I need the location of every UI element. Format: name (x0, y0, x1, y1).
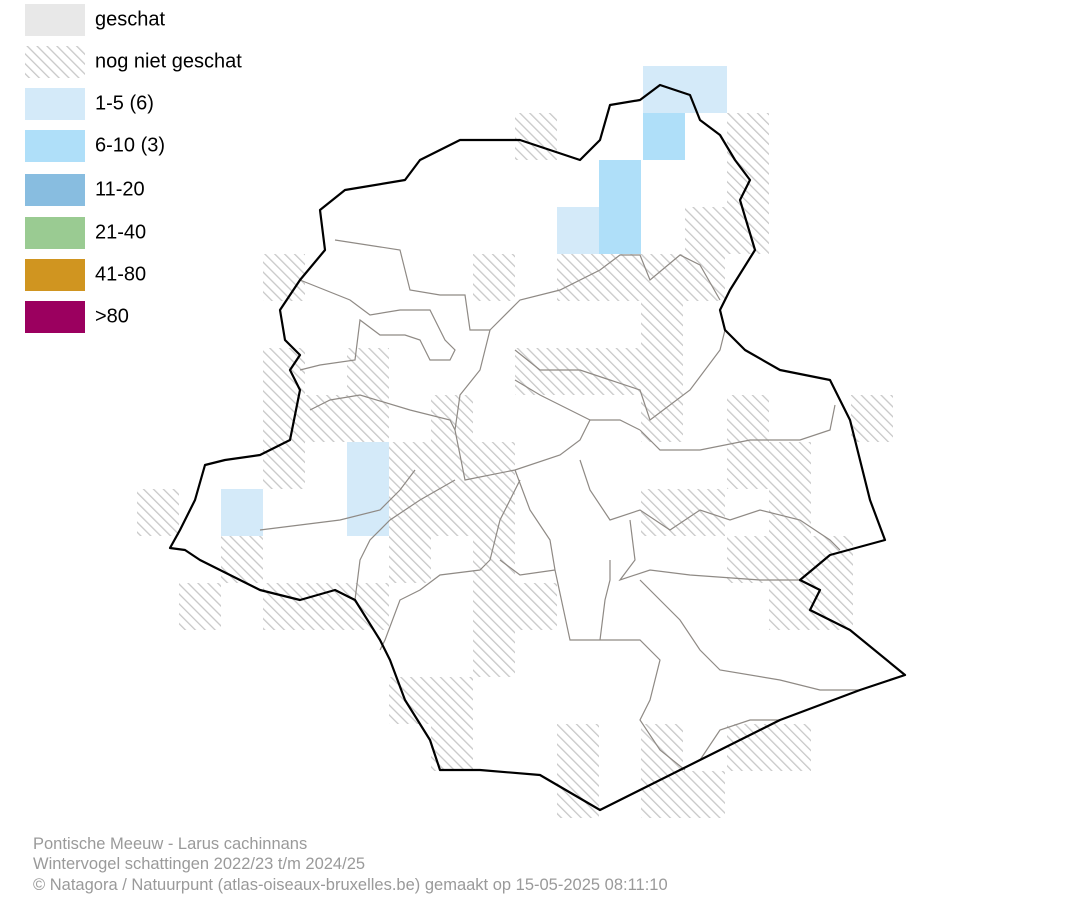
legend-swatch (25, 4, 85, 36)
unsurveyed-cell (557, 724, 599, 771)
cell-6-10 (643, 113, 685, 160)
footer-line: Wintervogel schattingen 2022/23 t/m 2024… (33, 855, 365, 873)
legend-label: 41-80 (95, 263, 146, 285)
cell-1-5 (643, 66, 685, 113)
legend-swatch (25, 259, 85, 291)
unsurveyed-cell (851, 395, 893, 442)
unsurveyed-cell (389, 442, 431, 489)
unsurveyed-cell (599, 254, 641, 301)
unsurveyed-cell (515, 113, 557, 160)
legend-swatch (25, 88, 85, 120)
unsurveyed-cell (473, 489, 515, 536)
unsurveyed-cell (727, 113, 769, 160)
unsurveyed-cell (599, 348, 641, 395)
unsurveyed-cell (431, 677, 473, 724)
unsurveyed-cell (641, 395, 683, 442)
legend-label: nog niet geschat (95, 50, 242, 72)
unsurveyed-cell (641, 254, 683, 301)
unsurveyed-cell (727, 207, 769, 254)
unsurveyed-cell (389, 536, 431, 583)
unsurveyed-cell (347, 583, 389, 630)
unsurveyed-cell (727, 395, 769, 442)
footer-line: Pontische Meeuw - Larus cachinnans (33, 835, 307, 853)
unsurveyed-cell (473, 254, 515, 301)
unsurveyed-cell (683, 771, 725, 818)
unsurveyed-cell (811, 583, 853, 630)
legend-label: 21-40 (95, 221, 146, 243)
unsurveyed-cell (515, 583, 557, 630)
cell-1-5 (557, 207, 599, 254)
unsurveyed-cell (727, 724, 769, 771)
unsurveyed-cell (557, 254, 599, 301)
unsurveyed-cell (305, 395, 347, 442)
cell-1-5 (685, 66, 727, 113)
unsurveyed-cell (769, 536, 811, 583)
unsurveyed-cell (557, 348, 599, 395)
unsurveyed-cell (727, 536, 769, 583)
legend-label: 11-20 (95, 178, 145, 200)
unsurveyed-cell (389, 489, 431, 536)
legend: geschat nog niet geschat 1-5 (6) 6-10 (3) 11… (25, 4, 242, 333)
legend-label: geschat (95, 8, 165, 30)
legend-label: 6-10 (3) (95, 134, 165, 156)
unsurveyed-cell (263, 442, 305, 489)
legend-swatch (25, 217, 85, 249)
footer: Pontische Meeuw - Larus cachinnans Winter… (33, 835, 668, 894)
legend-swatch (25, 46, 85, 78)
unsurveyed-cell (641, 489, 683, 536)
legend-swatch (25, 174, 85, 206)
unsurveyed-cell (641, 301, 683, 348)
legend-swatch (25, 130, 85, 162)
cell-1-5 (347, 442, 389, 489)
unsurveyed-cell (431, 489, 473, 536)
unsurveyed-cell (683, 489, 725, 536)
cell-1-5 (221, 489, 263, 536)
unsurveyed-cell (557, 771, 599, 818)
unsurveyed-cell (727, 442, 769, 489)
unsurveyed-cell (263, 254, 305, 301)
unsurveyed-cell (641, 348, 683, 395)
legend-swatch (25, 301, 85, 333)
unsurveyed-cell (769, 442, 811, 489)
unsurveyed-cell (473, 630, 515, 677)
unsurveyed-cell (769, 724, 811, 771)
unsurveyed-cell (473, 583, 515, 630)
cell-6-10 (599, 160, 641, 207)
unsurveyed-cell (811, 536, 853, 583)
legend-label: >80 (95, 305, 129, 327)
unsurveyed-cell (769, 489, 811, 536)
legend-label: 1-5 (6) (95, 92, 154, 114)
unsurveyed-cell (685, 207, 727, 254)
unsurveyed-cell (683, 254, 725, 301)
grid-cells (137, 66, 893, 818)
unsurveyed-cell (305, 583, 347, 630)
unsurveyed-cell (769, 583, 811, 630)
unsurveyed-cell (137, 489, 179, 536)
region-outline (168, 83, 907, 812)
unsurveyed-cell (179, 583, 221, 630)
unsurveyed-cell (263, 583, 305, 630)
footer-line: © Natagora / Natuurpunt (atlas-oiseaux-b… (33, 876, 668, 894)
unsurveyed-cell (473, 442, 515, 489)
unsurveyed-cell (347, 395, 389, 442)
unsurveyed-cell (347, 348, 389, 395)
unsurveyed-cell (431, 395, 473, 442)
municipality-borders (259, 239, 860, 771)
unsurveyed-cell (221, 536, 263, 583)
cell-6-10 (599, 207, 641, 254)
unsurveyed-cell (389, 677, 431, 724)
